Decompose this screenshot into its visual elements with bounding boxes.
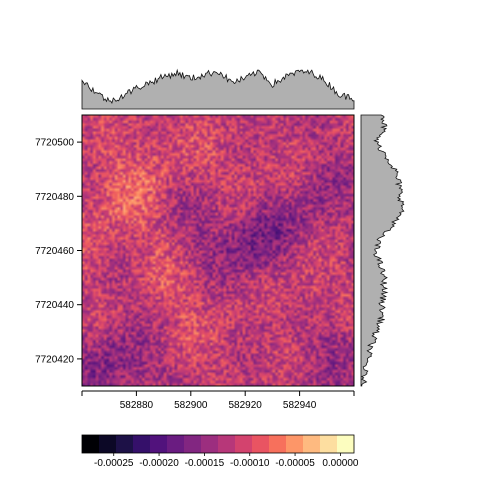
- colorbar-tick-label: -0.00005: [275, 458, 315, 469]
- y-tick-label: 7720480: [35, 192, 74, 203]
- colorbar: -0.00025 -0.00020 -0.00015 -0.00010 -0.00005…: [81, 434, 359, 469]
- colorbar-swatch: [218, 435, 236, 453]
- colorbar-frame: [81, 434, 355, 454]
- y-tick-label: 7720500: [35, 138, 74, 149]
- colorbar-swatch: [184, 435, 202, 453]
- colorbar-swatch: [252, 435, 270, 453]
- colorbar-tick-label: -0.00015: [185, 458, 225, 469]
- colorbar-swatch: [82, 435, 100, 453]
- x-tick-label: 582880: [120, 400, 154, 411]
- colorbar-swatch: [320, 435, 338, 453]
- y-axis: 7720420 7720440 7720460 7720480 7720500: [35, 138, 82, 365]
- colorbar-swatch: [269, 435, 287, 453]
- colorbar-tick-label: -0.00010: [230, 458, 270, 469]
- colorbar-swatch: [303, 435, 321, 453]
- colorbar-swatch: [99, 435, 117, 453]
- colorbar-tick-label: -0.00025: [94, 458, 134, 469]
- x-axis: 582880 582900 582920 582940: [81, 390, 355, 411]
- x-tick-label: 582920: [229, 400, 263, 411]
- colorbar-swatch: [150, 435, 168, 453]
- x-tick-label: 582900: [174, 400, 208, 411]
- raster-heatmap: [82, 115, 354, 386]
- colorbar-tick-label: 0.00000: [322, 458, 359, 469]
- right-marginal-profile: [360, 114, 405, 387]
- colorbar-swatch: [201, 435, 219, 453]
- colorbar-swatch: [167, 435, 185, 453]
- colorbar-swatch: [116, 435, 134, 453]
- top-marginal-profile: [81, 68, 355, 110]
- colorbar-swatch: [133, 435, 151, 453]
- top-marginal-panel: [81, 68, 355, 110]
- raster-panel: [81, 114, 355, 387]
- colorbar-swatch: [286, 435, 304, 453]
- y-tick-label: 7720440: [35, 300, 74, 311]
- x-tick-label: 582940: [283, 400, 317, 411]
- y-tick-label: 7720460: [35, 246, 74, 257]
- right-marginal-panel: [360, 114, 405, 387]
- colorbar-tick-label: -0.00020: [139, 458, 179, 469]
- colorbar-swatch: [337, 435, 355, 453]
- y-tick-label: 7720420: [35, 354, 74, 365]
- colorbar-swatch: [235, 435, 253, 453]
